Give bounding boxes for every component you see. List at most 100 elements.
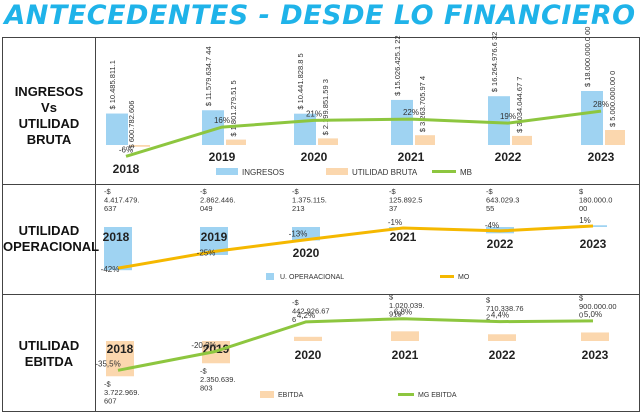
data-label-ebitda: 607 — [104, 396, 117, 405]
data-label-ingresos: $ 10.441.828.8 5 — [296, 53, 305, 109]
row-label-line: INGRESOS — [14, 84, 84, 99]
data-label-mg-ebitda: 6,8% — [394, 308, 412, 317]
data-label-ebitda: 918 — [389, 309, 402, 318]
data-label-u-operacional: -$ — [104, 187, 111, 196]
data-label-u-operacional: 55 — [486, 204, 494, 213]
page-title: ANTECEDENTES - DESDE LO FINANCIERO — [4, 0, 636, 31]
category-label: 2021 — [390, 230, 417, 244]
data-label-mb: 22% — [403, 108, 419, 117]
data-label-mg-ebitda: 4,4% — [491, 311, 509, 320]
data-label-utilidad-bruta: $ 5.000.000.00 0 — [608, 71, 617, 127]
data-label-utilidad-bruta: $ 2.199.851.59 3 — [321, 79, 330, 135]
category-label: 2021 — [392, 348, 419, 362]
data-label-mb: 16% — [214, 116, 230, 125]
data-label-ingresos: $ 11.579.634.7 44 — [204, 46, 213, 106]
data-label-u-operacional: 00 — [579, 204, 587, 213]
data-label-mo: -13% — [289, 230, 308, 239]
data-label-mg-ebitda: -20,3% — [191, 341, 216, 350]
data-label-ebitda: $ — [486, 295, 491, 304]
chart-utilidad-ebitda: -$3.722.969.607-$2.350.639.803-$442.926.… — [95, 292, 616, 405]
legend-mo: MO — [458, 274, 470, 281]
panel-separator — [95, 37, 96, 411]
data-label-ebitda: -$ — [292, 298, 299, 307]
row-label-line: UTILIDAD — [18, 116, 80, 131]
data-label-mg-ebitda: -35,5% — [95, 359, 120, 368]
data-label-utilidad-bruta: $ 3.034.044.67 7 — [515, 77, 524, 133]
category-label: 2019 — [201, 230, 228, 244]
data-label-utilidad-bruta: -$ 600.782.606 — [127, 101, 136, 151]
legend-swatch-ebitda — [260, 391, 274, 398]
legend-mb: MB — [460, 168, 472, 177]
data-label-u-operacional: 643.029.3 — [486, 196, 519, 205]
row-label-ingresos: INGRESOS Vs UTILIDAD BRUTA — [3, 84, 95, 148]
data-label-ebitda: 6 — [292, 315, 296, 324]
data-label-u-operacional: $ — [579, 187, 584, 196]
category-label: 2023 — [582, 348, 609, 362]
bar-ebitda — [488, 334, 516, 341]
legend-mg-ebitda: MG EBITDA — [418, 392, 457, 399]
data-label-ebitda: 803 — [200, 383, 213, 392]
legend-ebitda: EBITDA — [278, 392, 304, 399]
data-label-u-operacional: -$ — [389, 187, 396, 196]
data-label-mg-ebitda: 5,0% — [584, 310, 602, 319]
bar-ebitda — [391, 331, 419, 341]
data-label-mo: 1% — [579, 216, 591, 225]
row-label-operacional: UTILIDAD OPERACIONAL — [3, 223, 100, 255]
data-label-ebitda: $ — [579, 293, 584, 302]
row-label-line: OPERACIONAL — [3, 239, 100, 254]
bar-ebitda — [581, 332, 609, 341]
bar-utilidad-bruta — [605, 130, 625, 145]
category-label: 2018 — [113, 162, 140, 176]
bar-ingresos — [391, 99, 413, 145]
data-label-ingresos: $ 18.000.000.0 00 — [583, 27, 592, 87]
category-label: 2018 — [103, 230, 130, 244]
bar-ingresos — [581, 91, 603, 145]
data-label-mo: -25% — [197, 249, 216, 258]
bar-utilidad-bruta — [415, 135, 435, 145]
row-label-line: BRUTA — [26, 132, 72, 147]
legend-swatch-utilidad-bruta — [326, 168, 348, 175]
line-mo — [117, 224, 594, 270]
bar-utilidad-bruta — [226, 139, 246, 145]
data-label-u-operacional: 180.000.0 — [579, 196, 612, 205]
data-label-mb: 21% — [306, 109, 322, 118]
category-label: 2018 — [107, 342, 134, 356]
data-label-ebitda: $ — [389, 292, 394, 301]
line-mb — [125, 109, 602, 158]
data-label-ebitda: 710.338.76 — [486, 304, 524, 313]
data-label-ebitda: 3.722.969. — [104, 388, 139, 397]
data-label-mb: -6% — [119, 145, 133, 154]
data-label-ebitda: 2 — [486, 312, 490, 321]
data-label-mo: -1% — [388, 218, 402, 227]
bar-utilidad-bruta — [130, 145, 150, 147]
data-label-ingresos: $ 15.026.425.1 22 — [393, 35, 402, 95]
data-label-ebitda: -$ — [200, 366, 207, 375]
data-label-u-operacional: 1.375.115. — [292, 196, 327, 205]
category-label: 2022 — [495, 150, 522, 164]
chart-ingresos-utilidad-bruta: $ 10.485.811.1 -$ 600.782.606 2018 $ 11.579… — [106, 27, 625, 177]
legend-swatch-ingresos — [216, 168, 238, 175]
data-label-u-operacional: -$ — [486, 187, 493, 196]
data-label-u-operacional: -$ — [292, 187, 299, 196]
data-label-mo: -42% — [101, 265, 120, 274]
data-label-mo: -4% — [485, 221, 499, 230]
row-label-line: UTILIDAD — [18, 223, 80, 238]
category-label: 2022 — [489, 348, 516, 362]
category-label: 2019 — [209, 150, 236, 164]
data-label-ebitda: -$ — [104, 379, 111, 388]
bar-ingresos — [106, 113, 128, 145]
line-mg-ebitda — [117, 317, 594, 372]
category-label: 2020 — [301, 150, 328, 164]
data-label-utilidad-bruta: $ 1.801.279.51 5 — [229, 80, 238, 136]
row-label-ebitda: UTILIDAD EBITDA — [3, 338, 95, 370]
category-label: 2023 — [580, 237, 607, 251]
data-label-u-operacional: 049 — [200, 204, 213, 213]
bar-utilidad-bruta — [318, 138, 338, 145]
bar-u-operacional — [292, 227, 320, 241]
category-label: 2020 — [293, 246, 320, 260]
data-label-utilidad-bruta: $ 3.263.705.97 4 — [418, 76, 427, 132]
data-label-ebitda: 442.926.67 — [292, 306, 330, 315]
data-label-ebitda: 2.350.639. — [200, 375, 235, 384]
legend-utilidad-bruta: UTILIDAD BRUTA — [352, 168, 418, 177]
data-label-ebitda: 1.020.039. — [389, 301, 424, 310]
